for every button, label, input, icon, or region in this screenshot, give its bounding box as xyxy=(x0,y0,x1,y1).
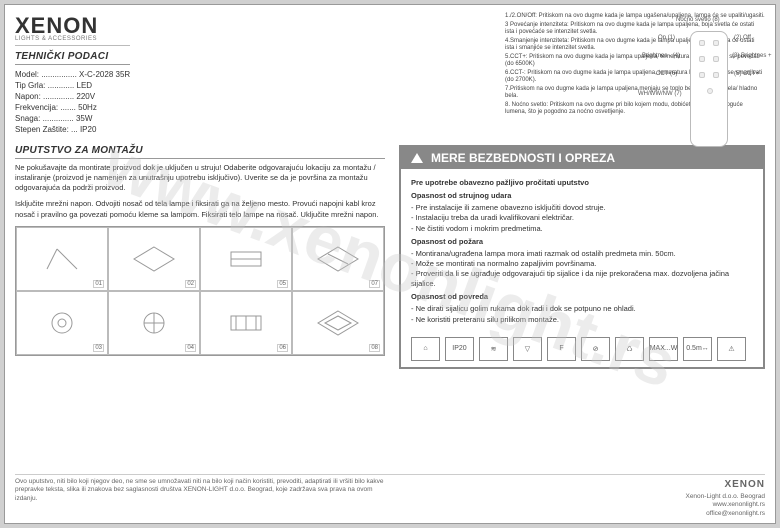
safety-icon: IP20 xyxy=(445,337,474,361)
diagram-cell: 03 xyxy=(16,291,108,355)
spec-row: Snaga: .............. 35W xyxy=(15,113,130,124)
safety-icon: 0.5m↔ xyxy=(683,337,712,361)
diagram-cell: 04 xyxy=(108,291,200,355)
safety-icon: ⊘ xyxy=(581,337,610,361)
remote-diagram: Noćno svetlo (8) On (1) (2) Off Brightne… xyxy=(656,17,761,157)
mont-p2: Isključite mrežni napon. Odvojiti nosač … xyxy=(15,199,385,219)
brand-tagline: LIGHTS & ACCESSORIES xyxy=(15,36,130,42)
footer-web: www.xenonlight.rs xyxy=(685,501,765,509)
safety-icon: ▽ xyxy=(513,337,542,361)
diagram-cell: 05 xyxy=(200,227,292,291)
safety-title: MERE BEZBEDNOSTI I OPREZA xyxy=(431,151,615,165)
safety-box: MERE BEZBEDNOSTI I OPREZA Pre upotrebe o… xyxy=(399,145,765,369)
spec-row: Tip Grla: ............ LED xyxy=(15,80,130,91)
warning-icon xyxy=(411,153,423,163)
footer-legal: Ovo uputstvo, niti bilo koji njegov deo,… xyxy=(15,478,395,518)
safety-icon: ⌂ xyxy=(411,337,440,361)
spec-row: Model: ................ X-C-2028 35R xyxy=(15,69,130,80)
footer-brand: XENON xyxy=(685,478,765,491)
mont-title: UPUTSTVO ZA MONTAŽU xyxy=(15,145,385,159)
safety-icon: MAX...W xyxy=(649,337,678,361)
mont-p1: Ne pokušavajte da montirate proizvod dok… xyxy=(15,163,385,193)
diagram-cell: 06 xyxy=(200,291,292,355)
spec-row: Napon: .............. 220V xyxy=(15,91,130,102)
safety-icon: ⚠ xyxy=(717,337,746,361)
diagram-cell: 02 xyxy=(108,227,200,291)
tech-title: TEHNIČKI PODACI xyxy=(15,51,130,65)
spec-row: Frekvencija: ....... 50Hz xyxy=(15,102,130,113)
diagram-cell: 08 xyxy=(292,291,384,355)
safety-icon: ≋ xyxy=(479,337,508,361)
mounting-diagrams: 01020507 03040608 xyxy=(15,226,385,356)
safety-icon: ♺ xyxy=(615,337,644,361)
spec-row: Stepen Zaštite: ... IP20 xyxy=(15,124,130,135)
safety-icon: F xyxy=(547,337,576,361)
footer-email: office@xenonlight.rs xyxy=(685,510,765,518)
footer-company: Xenon-Light d.o.o. Beograd xyxy=(685,493,765,501)
diagram-cell: 07 xyxy=(292,227,384,291)
diagram-cell: 01 xyxy=(16,227,108,291)
